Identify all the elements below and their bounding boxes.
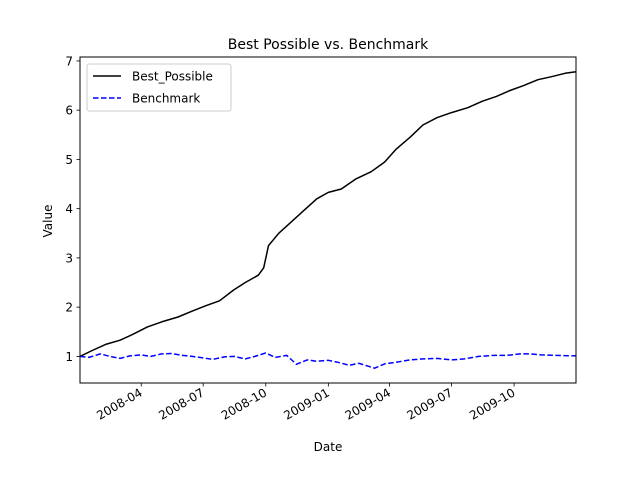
series-line-best-possible (79, 71, 577, 358)
y-tick-label: 1 (65, 350, 73, 364)
y-tick-label: 6 (65, 104, 73, 118)
y-axis-label: Value (41, 205, 55, 238)
y-tick-label: 7 (65, 54, 73, 68)
x-axis-label: Date (314, 440, 343, 454)
legend-box (86, 63, 232, 112)
series-line-benchmark (79, 352, 577, 369)
y-tick-label: 5 (65, 153, 73, 167)
plot-area (79, 71, 577, 369)
y-tick-label: 4 (65, 202, 73, 216)
plot-frame (79, 56, 577, 384)
chart-title: Best Possible vs. Benchmark (228, 37, 429, 53)
legend-label: Best_Possible (132, 70, 213, 84)
y-axis: 1 2 3 4 5 6 7 (65, 54, 80, 364)
y-tick-label: 3 (65, 251, 73, 265)
legend-label: Benchmark (132, 92, 200, 106)
legend: Best_Possible Benchmark (86, 63, 232, 112)
y-tick-label: 2 (65, 301, 73, 315)
